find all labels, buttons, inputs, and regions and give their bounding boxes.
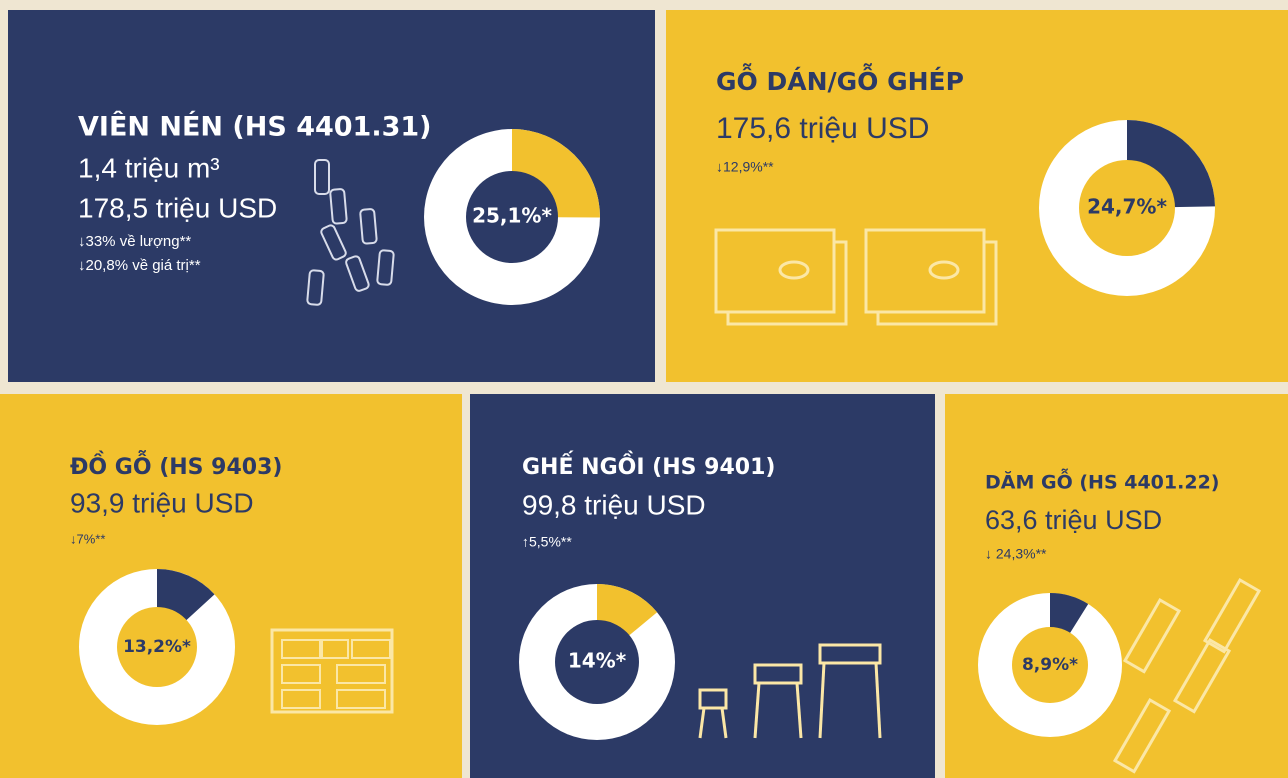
value-text: 99,8 triệu USD bbox=[522, 489, 706, 520]
donut-hole bbox=[1012, 627, 1088, 703]
donut-hole bbox=[466, 171, 558, 263]
chair-icon bbox=[795, 682, 803, 739]
panel: GỖ DÁN/GỖ GHÉP 175,6 triệu USD ↓12,9%** 24,… bbox=[666, 10, 1288, 382]
value-text: 63,6 triệu USD bbox=[985, 505, 1162, 535]
value-text: 175,6 triệu USD bbox=[716, 112, 929, 145]
donut-segment bbox=[512, 129, 601, 218]
donut-hole bbox=[1079, 160, 1175, 256]
chip-icon bbox=[1112, 697, 1172, 774]
share-label: 13,2%* bbox=[123, 637, 191, 657]
pellet-icon bbox=[376, 249, 395, 286]
pellet-icon bbox=[306, 269, 325, 306]
chair-icon bbox=[698, 688, 728, 710]
panel: ĐỒ GỖ (HS 9403) 93,9 triệu USD ↓7%** 13,2%* bbox=[0, 394, 462, 778]
cabinet-drawer bbox=[281, 664, 321, 684]
pellet-icon bbox=[320, 224, 347, 261]
chair-icon bbox=[698, 707, 706, 739]
chair-icon bbox=[753, 682, 761, 739]
cabinet-drawer bbox=[281, 689, 321, 709]
pellet-icon bbox=[314, 159, 330, 195]
pellet-icon bbox=[359, 208, 378, 245]
chair-icon bbox=[753, 663, 803, 685]
donut-hole bbox=[555, 620, 639, 704]
value-text: 178,5 triệu USD bbox=[78, 192, 277, 223]
cabinet-drawer bbox=[321, 639, 349, 659]
plywood-icon bbox=[864, 228, 986, 314]
change-text: ↓ 24,3%** bbox=[985, 546, 1047, 562]
pellet-icon bbox=[345, 255, 370, 292]
panel-title: GHẾ NGỒI (HS 9401) bbox=[522, 451, 775, 480]
plywood-icon bbox=[778, 260, 810, 280]
chip-icon bbox=[1202, 577, 1262, 654]
donut-segment bbox=[1127, 120, 1215, 208]
share-label: 8,9%* bbox=[1022, 655, 1078, 675]
pellet-icon bbox=[329, 188, 348, 225]
donut-segment bbox=[1050, 593, 1089, 635]
chair-icon bbox=[874, 662, 882, 739]
donut-hole bbox=[117, 607, 197, 687]
value-text: 93,9 triệu USD bbox=[70, 487, 254, 518]
panel-title: DĂM GỖ (HS 4401.22) bbox=[985, 467, 1219, 494]
cabinet-drawer bbox=[351, 639, 391, 659]
change-text: ↓7%** bbox=[70, 531, 105, 546]
change-text: ↓12,9%** bbox=[716, 159, 774, 175]
chair-icon bbox=[818, 643, 882, 665]
cabinet-icon bbox=[270, 628, 394, 714]
panel: DĂM GỖ (HS 4401.22) 63,6 triệu USD ↓ 24,3%… bbox=[945, 394, 1288, 778]
donut-segment bbox=[157, 569, 215, 622]
change-text: ↑5,5%** bbox=[522, 534, 572, 550]
change-text: ↓33% về lượng** bbox=[78, 233, 191, 250]
cabinet-drawer bbox=[336, 689, 386, 709]
plywood-icon bbox=[928, 260, 960, 280]
value-text: 1,4 triệu m³ bbox=[78, 152, 220, 183]
cabinet-drawer bbox=[281, 639, 321, 659]
change-text: ↓20,8% về giá trị** bbox=[78, 257, 201, 274]
cabinet-drawer bbox=[336, 664, 386, 684]
plywood-icon bbox=[714, 228, 836, 314]
chip-icon bbox=[1122, 597, 1182, 674]
panel-title: GỖ DÁN/GỖ GHÉP bbox=[716, 63, 964, 96]
panel-title: VIÊN NÉN (HS 4401.31) bbox=[78, 111, 432, 143]
share-label: 24,7%* bbox=[1087, 195, 1167, 219]
panel-background bbox=[0, 394, 462, 778]
chair-icon bbox=[818, 662, 826, 739]
chip-icon bbox=[1172, 637, 1232, 714]
panel-title: ĐỒ GỖ (HS 9403) bbox=[70, 451, 282, 480]
share-label: 25,1%* bbox=[472, 204, 552, 228]
share-label: 14%* bbox=[568, 649, 627, 673]
chair-icon bbox=[720, 707, 728, 739]
